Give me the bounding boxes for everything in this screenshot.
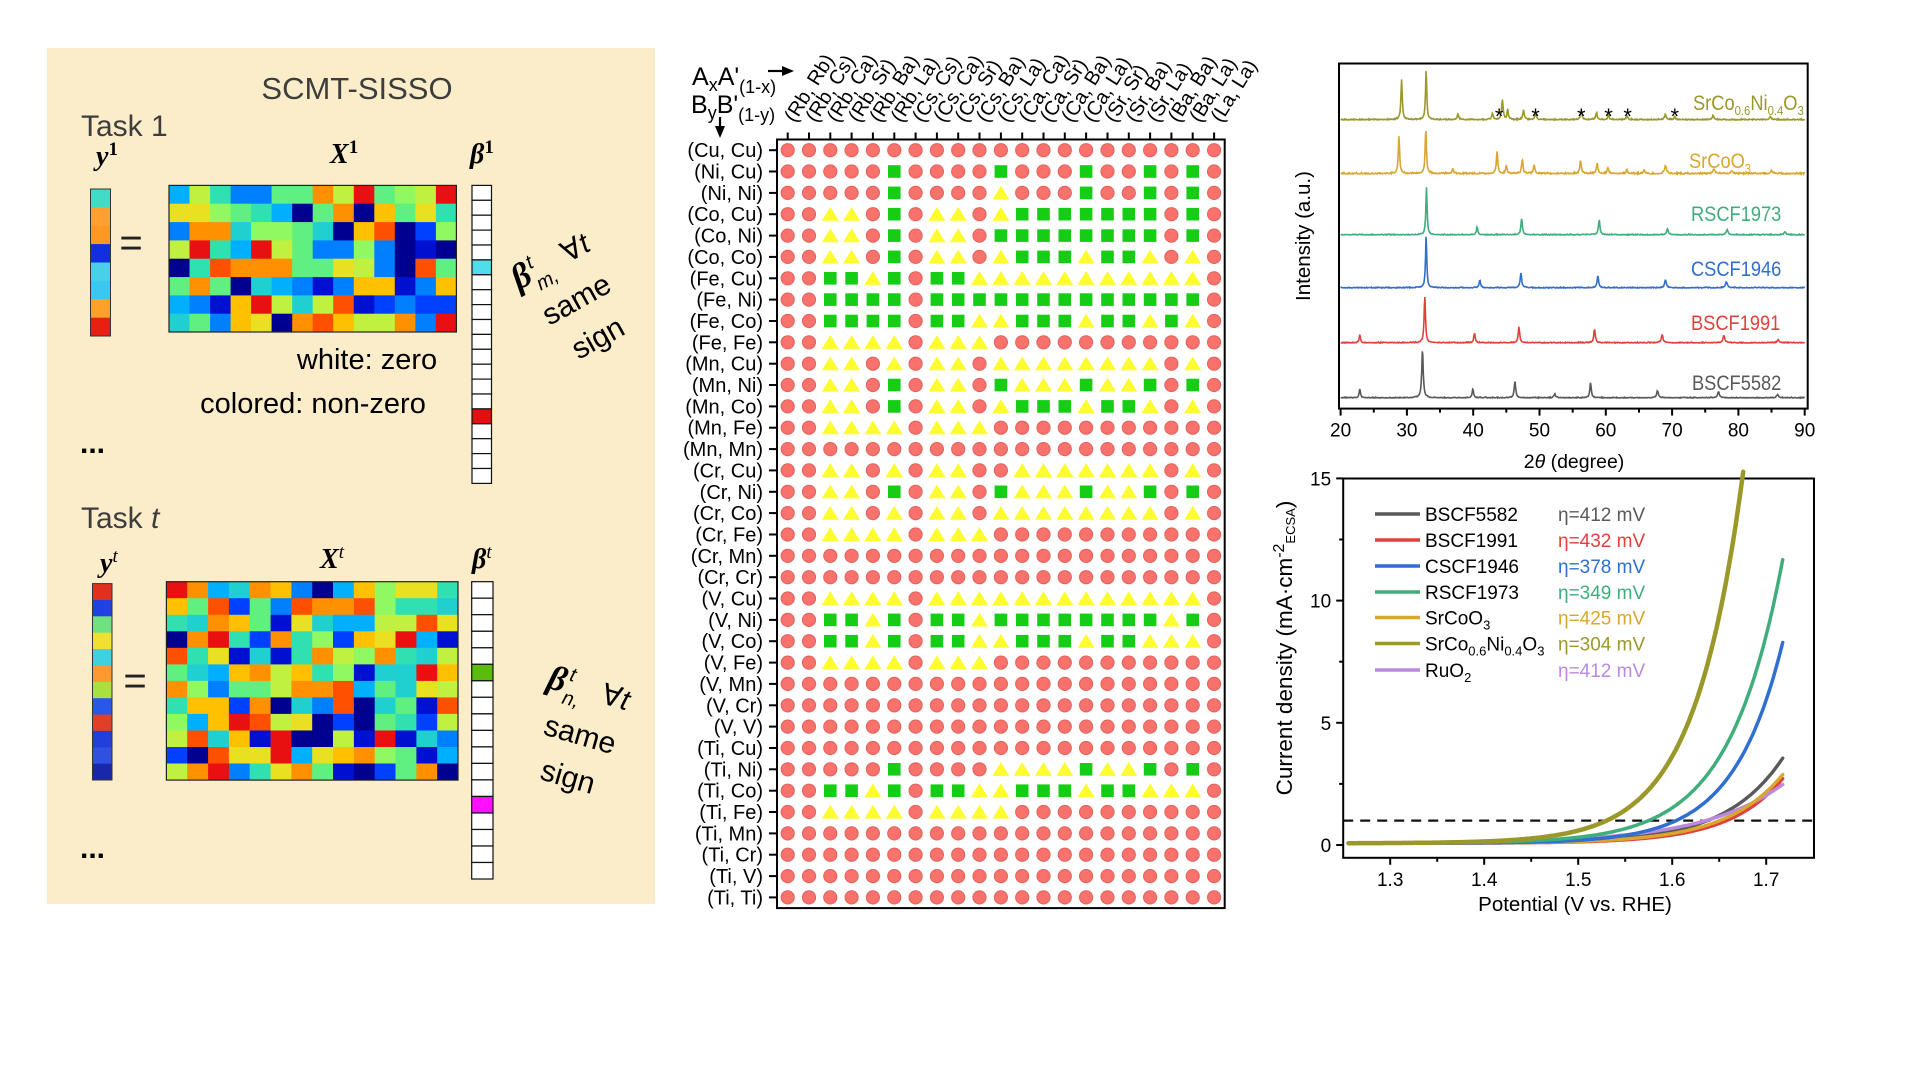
svg-text:(Ti, Ni): (Ti, Ni)	[704, 759, 763, 781]
svg-text:η=349 mV: η=349 mV	[1558, 583, 1645, 604]
svg-text:(V, Cr): (V, Cr)	[706, 695, 763, 717]
svg-text:BSCF5582: BSCF5582	[1692, 372, 1781, 395]
svg-text:(Cu, Cu): (Cu, Cu)	[687, 140, 763, 162]
svg-text:1.6: 1.6	[1659, 870, 1685, 891]
svg-text:η=432 mV: η=432 mV	[1558, 531, 1645, 552]
svg-text:SrCoO3: SrCoO3	[1425, 609, 1490, 633]
svg-text:(V, Fe): (V, Fe)	[704, 653, 763, 675]
svg-text:*: *	[1577, 104, 1586, 129]
svg-text:(Ti, Cu): (Ti, Cu)	[697, 738, 763, 760]
svg-text:BSCF5582: BSCF5582	[1425, 505, 1518, 526]
svg-text:*: *	[1623, 104, 1632, 129]
svg-text:0: 0	[1321, 836, 1332, 857]
svg-text:(V, Mn): (V, Mn)	[699, 674, 763, 696]
svg-text:η=378 mV: η=378 mV	[1558, 557, 1645, 578]
svg-text:(Co, Co): (Co, Co)	[687, 247, 763, 269]
svg-text:(V, Co): (V, Co)	[701, 631, 763, 653]
svg-text:70: 70	[1662, 421, 1683, 442]
svg-text:...: ...	[80, 427, 105, 460]
svg-text:(Mn, Mn): (Mn, Mn)	[683, 439, 763, 461]
svg-text:η=412 mV: η=412 mV	[1558, 661, 1645, 682]
svg-text:SrCoO3: SrCoO3	[1689, 150, 1751, 176]
svg-text:RuO2: RuO2	[1425, 661, 1471, 685]
svg-text:*: *	[1495, 104, 1504, 129]
svg-text:90: 90	[1794, 421, 1815, 442]
svg-text:BSCF1991: BSCF1991	[1691, 312, 1780, 335]
svg-text:(Ni, Cu): (Ni, Cu)	[694, 162, 763, 184]
svg-text:*: *	[1671, 104, 1680, 129]
svg-text:10: 10	[1310, 592, 1331, 613]
svg-text:(Co, Cu): (Co, Cu)	[687, 204, 763, 226]
svg-text:white: zero: white: zero	[296, 344, 437, 376]
svg-text:(Ti, Fe): (Ti, Fe)	[699, 802, 763, 824]
svg-text:*: *	[1531, 104, 1540, 129]
svg-text:(Mn, Cu): (Mn, Cu)	[685, 354, 763, 376]
svg-text:1.5: 1.5	[1565, 870, 1591, 891]
svg-text:*: *	[1604, 104, 1613, 129]
svg-text:η=304 mV: η=304 mV	[1558, 635, 1645, 656]
svg-text:(V, Ni): (V, Ni)	[708, 610, 763, 632]
svg-text:(Fe, Cu): (Fe, Cu)	[690, 268, 763, 290]
svg-text:BSCF1991: BSCF1991	[1425, 531, 1518, 552]
svg-text:40: 40	[1463, 421, 1484, 442]
svg-text:=: =	[119, 221, 142, 265]
svg-text:(Mn, Ni): (Mn, Ni)	[692, 375, 763, 397]
svg-text:colored: non-zero: colored: non-zero	[200, 388, 426, 420]
svg-text:Potential (V vs. RHE): Potential (V vs. RHE)	[1478, 893, 1672, 916]
svg-text:(V, Cu): (V, Cu)	[701, 589, 763, 611]
svg-text:30: 30	[1396, 421, 1417, 442]
svg-text:(Cr, Cr): (Cr, Cr)	[697, 567, 763, 589]
svg-text:(V, V): (V, V)	[714, 717, 763, 739]
svg-text:(Ti, Cr): (Ti, Cr)	[702, 845, 763, 867]
svg-text:(Cr, Cu): (Cr, Cu)	[693, 460, 763, 482]
svg-text:η=412 mV: η=412 mV	[1558, 505, 1645, 526]
svg-text:(Fe, Fe): (Fe, Fe)	[692, 332, 763, 354]
svg-text:15: 15	[1310, 469, 1331, 490]
svg-text:(Cr, Mn): (Cr, Mn)	[691, 546, 763, 568]
svg-text:(Ti, Ti): (Ti, Ti)	[707, 887, 763, 909]
svg-text:2θ (degree): 2θ (degree)	[1524, 451, 1625, 473]
svg-text:(Co, Ni): (Co, Ni)	[694, 226, 763, 248]
svg-text:(Mn, Fe): (Mn, Fe)	[687, 418, 763, 440]
svg-text:(Fe, Ni): (Fe, Ni)	[696, 290, 763, 312]
svg-text:50: 50	[1529, 421, 1550, 442]
svg-text:20: 20	[1330, 421, 1351, 442]
svg-text:80: 80	[1728, 421, 1749, 442]
svg-text:RSCF1973: RSCF1973	[1691, 203, 1781, 226]
svg-text:(Mn, Co): (Mn, Co)	[685, 396, 763, 418]
svg-text:...: ...	[80, 832, 105, 865]
svg-text:(Ti, Co): (Ti, Co)	[697, 781, 763, 803]
svg-text:5: 5	[1321, 714, 1332, 735]
svg-text:(Ti, V): (Ti, V)	[709, 866, 763, 888]
svg-text:(Cr, Co): (Cr, Co)	[693, 503, 763, 525]
svg-text:Intensity (a.u.): Intensity (a.u.)	[1292, 171, 1315, 301]
svg-text:(Ti, Mn): (Ti, Mn)	[695, 823, 763, 845]
svg-text:Task t: Task t	[81, 502, 161, 535]
svg-text:=: =	[123, 659, 146, 703]
svg-text:n,: n,	[560, 687, 582, 713]
svg-text:(Ni, Ni): (Ni, Ni)	[701, 183, 763, 205]
svg-text:SrCo0.6Ni0.4O3: SrCo0.6Ni0.4O3	[1693, 92, 1804, 118]
svg-text:(Cr, Fe): (Cr, Fe)	[695, 525, 763, 547]
svg-text:RSCF1973: RSCF1973	[1425, 583, 1519, 604]
svg-text:(Fe, Co): (Fe, Co)	[690, 311, 763, 333]
svg-text:Task 1: Task 1	[81, 110, 168, 143]
svg-text:η=425 mV: η=425 mV	[1558, 609, 1645, 630]
svg-text:(Cr, Ni): (Cr, Ni)	[700, 482, 763, 504]
svg-text:Current density (mA·cm-2ECSA): Current density (mA·cm-2ECSA)	[1271, 501, 1298, 796]
svg-text:1.3: 1.3	[1377, 870, 1403, 891]
svg-text:CSCF1946: CSCF1946	[1691, 258, 1781, 281]
svg-text:1.4: 1.4	[1471, 870, 1498, 891]
svg-text:CSCF1946: CSCF1946	[1425, 557, 1519, 578]
svg-text:60: 60	[1595, 421, 1616, 442]
svg-text:1.7: 1.7	[1753, 870, 1779, 891]
svg-text:SCMT-SISSO: SCMT-SISSO	[261, 71, 452, 106]
